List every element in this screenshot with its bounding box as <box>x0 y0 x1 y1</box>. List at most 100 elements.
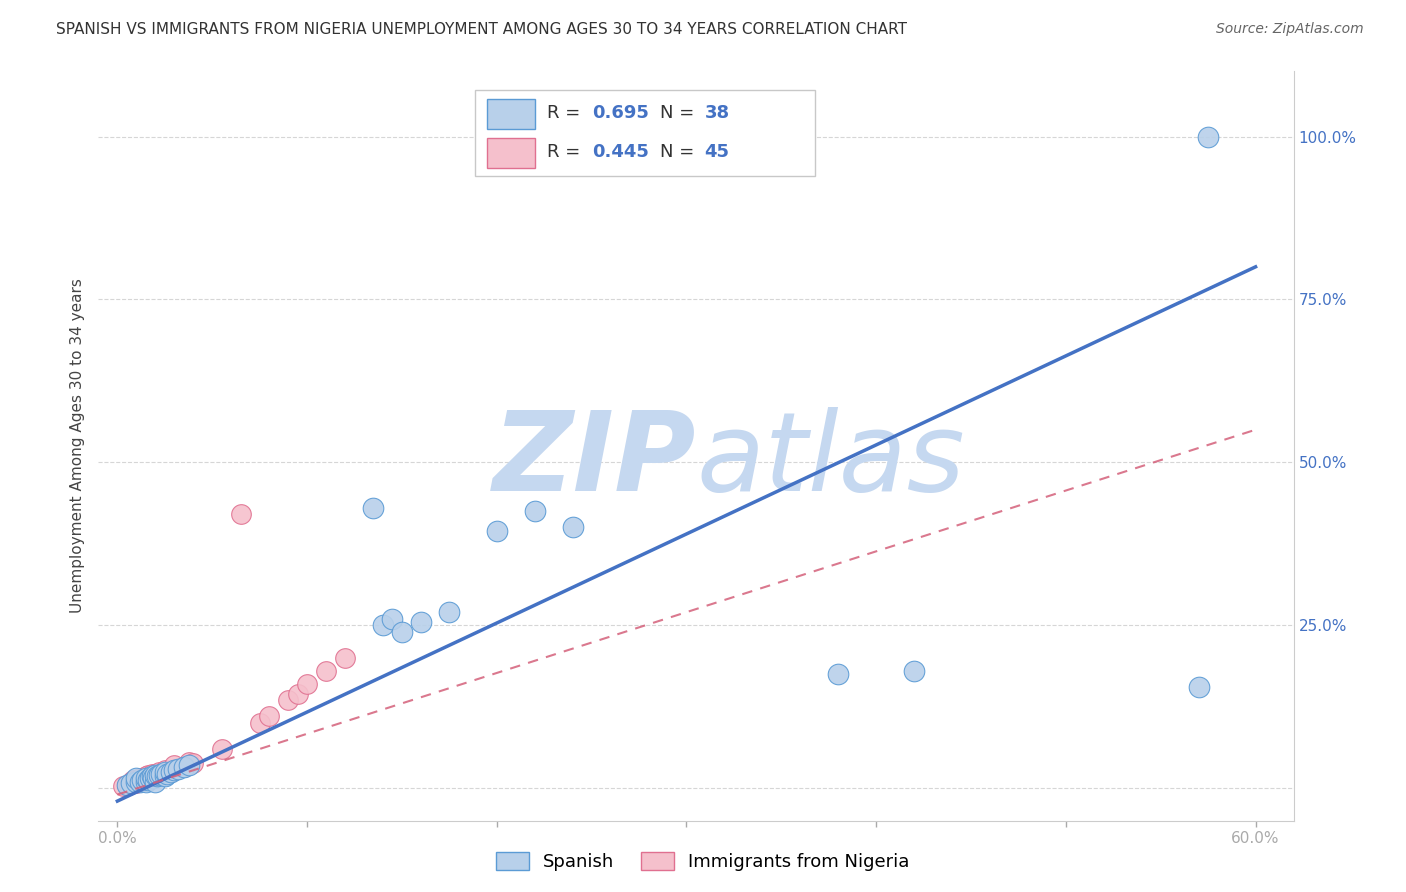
Point <box>148 768 170 782</box>
Point <box>229 508 252 522</box>
Text: N =: N = <box>661 103 700 121</box>
Point <box>249 715 271 730</box>
Text: 0.445: 0.445 <box>592 143 650 161</box>
FancyBboxPatch shape <box>486 138 534 168</box>
Point <box>125 772 148 787</box>
Point <box>148 768 170 782</box>
Point <box>142 772 165 786</box>
Point <box>1197 129 1219 144</box>
Point <box>173 760 195 774</box>
Point <box>277 693 299 707</box>
Text: R =: R = <box>547 143 585 161</box>
Text: R =: R = <box>547 103 585 121</box>
Point <box>295 677 318 691</box>
Point <box>120 774 142 789</box>
Point <box>153 766 176 780</box>
Point <box>211 742 233 756</box>
Point <box>903 664 925 678</box>
Point <box>143 766 166 780</box>
Point <box>118 778 141 792</box>
Point <box>381 612 404 626</box>
Point <box>120 777 142 791</box>
Point <box>153 764 176 779</box>
Point <box>485 524 508 538</box>
Point <box>391 624 413 639</box>
Point <box>439 605 461 619</box>
Point <box>156 766 179 780</box>
Point <box>257 709 280 723</box>
Point <box>125 776 148 790</box>
Text: SPANISH VS IMMIGRANTS FROM NIGERIA UNEMPLOYMENT AMONG AGES 30 TO 34 YEARS CORREL: SPANISH VS IMMIGRANTS FROM NIGERIA UNEMP… <box>56 22 907 37</box>
Point <box>143 774 166 789</box>
Point <box>287 687 309 701</box>
Point <box>129 774 152 789</box>
Point <box>115 778 138 792</box>
Point <box>1188 680 1211 694</box>
Point <box>125 774 148 789</box>
Point <box>173 760 195 774</box>
Text: 38: 38 <box>704 103 730 121</box>
Point <box>121 776 143 790</box>
Point <box>146 769 169 783</box>
Text: N =: N = <box>661 143 700 161</box>
Point <box>523 504 546 518</box>
Point <box>561 520 583 534</box>
Point <box>143 769 166 783</box>
Point <box>124 776 146 790</box>
Point <box>132 773 155 788</box>
Point <box>153 769 176 783</box>
FancyBboxPatch shape <box>475 90 815 177</box>
Point <box>371 618 394 632</box>
Point <box>141 766 163 780</box>
Text: 0.695: 0.695 <box>592 103 650 121</box>
Point <box>163 763 186 777</box>
Point <box>167 762 190 776</box>
Text: 45: 45 <box>704 143 730 161</box>
Point <box>163 758 186 772</box>
Point <box>131 773 153 788</box>
Point <box>150 766 173 780</box>
Point <box>409 615 432 629</box>
Point <box>136 768 159 782</box>
Point <box>143 768 166 782</box>
Point <box>163 763 186 777</box>
Point <box>179 755 201 769</box>
Point <box>121 773 143 788</box>
Point <box>181 756 204 771</box>
Point <box>138 771 160 785</box>
Point <box>132 771 155 785</box>
Point <box>159 764 181 779</box>
Point <box>135 772 157 787</box>
Point <box>153 763 176 777</box>
Point <box>136 773 159 788</box>
Point <box>141 769 163 783</box>
Point <box>148 764 170 779</box>
Point <box>135 774 157 789</box>
Text: ZIP: ZIP <box>492 408 696 515</box>
Text: Source: ZipAtlas.com: Source: ZipAtlas.com <box>1216 22 1364 37</box>
Point <box>129 772 152 786</box>
Point <box>315 664 337 678</box>
Point <box>129 774 152 789</box>
Point <box>136 772 159 786</box>
Point <box>125 772 148 786</box>
Point <box>333 650 356 665</box>
Point <box>135 772 157 786</box>
Point <box>363 500 385 515</box>
Point <box>159 764 181 779</box>
Point <box>827 667 849 681</box>
Point <box>120 776 142 790</box>
Text: atlas: atlas <box>696 408 965 515</box>
Point <box>112 779 135 793</box>
FancyBboxPatch shape <box>486 99 534 129</box>
Point <box>138 772 160 786</box>
Point <box>115 778 138 792</box>
Point <box>127 774 149 789</box>
Point <box>125 774 148 789</box>
Point <box>179 758 201 772</box>
Point <box>141 769 163 783</box>
Point <box>135 769 157 783</box>
Point <box>131 773 153 788</box>
Legend: Spanish, Immigrants from Nigeria: Spanish, Immigrants from Nigeria <box>489 845 917 879</box>
Y-axis label: Unemployment Among Ages 30 to 34 years: Unemployment Among Ages 30 to 34 years <box>69 278 84 614</box>
